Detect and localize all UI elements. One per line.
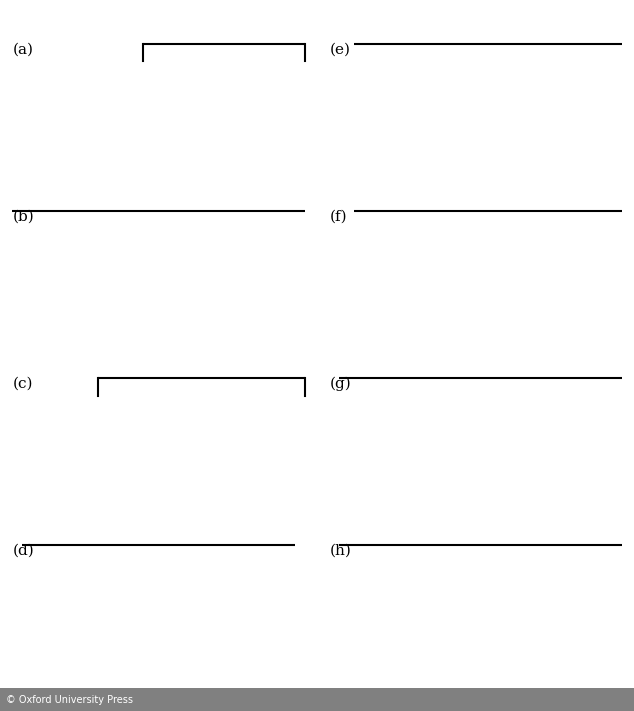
Text: (e): (e) xyxy=(330,43,351,57)
Text: (h): (h) xyxy=(330,544,352,558)
Text: (c): (c) xyxy=(13,377,33,391)
Text: (g): (g) xyxy=(330,377,351,391)
Bar xyxy=(0,688,634,711)
Text: (b): (b) xyxy=(13,210,34,224)
Text: © Oxford University Press: © Oxford University Press xyxy=(6,695,133,705)
Text: (d): (d) xyxy=(13,544,34,558)
Text: (a): (a) xyxy=(13,43,34,57)
Text: (f): (f) xyxy=(330,210,347,224)
